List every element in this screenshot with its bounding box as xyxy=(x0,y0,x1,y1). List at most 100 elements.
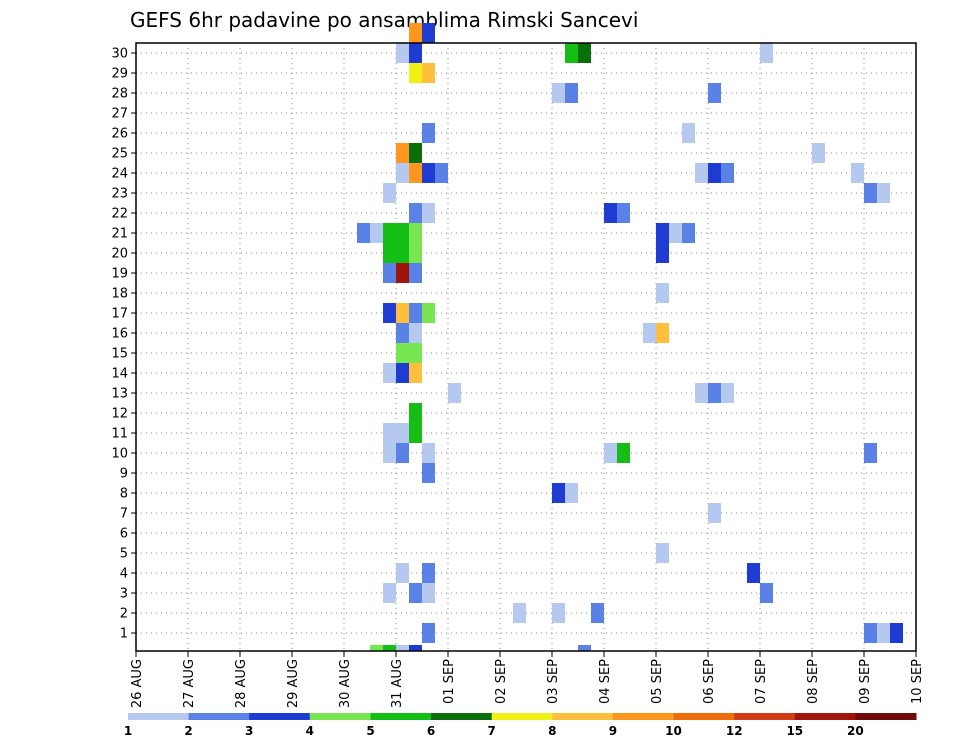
heatmap-cell xyxy=(656,543,669,563)
legend-label: 1 xyxy=(124,724,132,738)
heatmap-cell xyxy=(656,283,669,303)
y-tick-label: 4 xyxy=(120,567,128,582)
heatmap-cell xyxy=(409,583,422,603)
heatmap-cell xyxy=(396,343,409,363)
x-tick-label: 06 SEP xyxy=(702,659,717,704)
heatmap-cell xyxy=(409,63,422,83)
y-tick-label: 18 xyxy=(111,287,128,302)
x-tick-label: 07 SEP xyxy=(754,659,769,704)
x-tick-label: 29 AUG xyxy=(286,659,301,708)
heatmap-cell xyxy=(695,163,708,183)
y-tick-label: 13 xyxy=(111,387,128,402)
heatmap-cell xyxy=(422,583,435,603)
heatmap-cell xyxy=(409,163,422,183)
x-tick-label: 01 SEP xyxy=(442,659,457,704)
heatmap-cell xyxy=(864,183,877,203)
legend-label: 8 xyxy=(548,724,556,738)
legend-label: 2 xyxy=(184,724,192,738)
heatmap-cell xyxy=(422,63,435,83)
legend-swatch xyxy=(734,713,796,720)
heatmap-cell xyxy=(422,463,435,483)
heatmap-cell xyxy=(851,163,864,183)
x-tick-label: 31 AUG xyxy=(390,659,405,708)
legend-swatch xyxy=(309,713,371,720)
heatmap-cell xyxy=(435,163,448,183)
y-tick-label: 2 xyxy=(120,607,128,622)
y-tick-label: 6 xyxy=(120,527,128,542)
heatmap-cell xyxy=(396,563,409,583)
heatmap-cell xyxy=(552,83,565,103)
heatmap-cell xyxy=(617,443,630,463)
y-tick-label: 3 xyxy=(120,587,128,602)
color-legend: 1 2 3 4 5 6 7 8 9 10 12 15 20 xyxy=(124,713,917,738)
y-tick-label: 26 xyxy=(111,127,128,142)
heatmap-cell xyxy=(383,443,396,463)
heatmap-cell xyxy=(591,603,604,623)
heatmap-cell xyxy=(409,645,422,651)
heatmap-cell xyxy=(656,223,669,243)
heatmap-cell xyxy=(721,383,734,403)
legend-swatch xyxy=(370,713,432,720)
heatmap-cell xyxy=(396,163,409,183)
heatmap-cell xyxy=(396,223,409,243)
heatmap-cell xyxy=(396,243,409,263)
heatmap-cell xyxy=(448,383,461,403)
legend-swatch xyxy=(188,713,250,720)
y-tick-label: 29 xyxy=(111,67,128,82)
y-tick-label: 24 xyxy=(111,167,128,182)
heatmap-cell xyxy=(383,223,396,243)
heatmap-cell xyxy=(383,363,396,383)
y-tick-label: 5 xyxy=(120,547,128,562)
heatmap-cell xyxy=(409,43,422,63)
heatmap-cell xyxy=(695,383,708,403)
y-tick-label: 1 xyxy=(120,627,128,642)
y-tick-label: 20 xyxy=(111,247,128,262)
y-tick-label: 19 xyxy=(111,267,128,282)
legend-label: 7 xyxy=(488,724,496,738)
x-tick-label: 09 SEP xyxy=(858,659,873,704)
heatmap-cells xyxy=(357,23,903,651)
legend-swatch xyxy=(673,713,735,720)
legend-label: 12 xyxy=(726,724,743,738)
heatmap-cell xyxy=(565,43,578,63)
heatmap-cell xyxy=(578,645,591,651)
y-tick-label: 11 xyxy=(111,427,128,442)
heatmap-cell xyxy=(409,23,422,43)
x-tick-label: 10 SEP xyxy=(910,659,925,704)
heatmap-cell xyxy=(409,323,422,343)
heatmap-cell xyxy=(760,583,773,603)
heatmap-cell xyxy=(721,163,734,183)
heatmap-cell xyxy=(370,645,383,651)
heatmap-cell xyxy=(864,443,877,463)
heatmap-cell xyxy=(513,603,526,623)
y-tick-label: 28 xyxy=(111,87,128,102)
y-tick-label: 17 xyxy=(111,307,128,322)
heatmap-cell xyxy=(682,223,695,243)
y-tick-label: 23 xyxy=(111,187,128,202)
heatmap-cell xyxy=(565,83,578,103)
heatmap-cell xyxy=(422,303,435,323)
y-tick-label: 16 xyxy=(111,327,128,342)
heatmap-cell xyxy=(565,483,578,503)
heatmap-cell xyxy=(877,183,890,203)
heatmap-cell xyxy=(396,363,409,383)
heatmap-cell xyxy=(409,403,422,423)
legend-label: 5 xyxy=(366,724,374,738)
heatmap-cell xyxy=(383,583,396,603)
y-tick-label: 22 xyxy=(111,207,128,222)
heatmap-cell xyxy=(383,243,396,263)
heatmap-cell xyxy=(578,43,591,63)
legend-label: 10 xyxy=(665,724,682,738)
heatmap-cell xyxy=(708,163,721,183)
heatmap-cell xyxy=(812,143,825,163)
heatmap-cell xyxy=(409,363,422,383)
y-tick-label: 25 xyxy=(111,147,128,162)
heatmap-cell xyxy=(396,323,409,343)
legend-label: 6 xyxy=(427,724,435,738)
heatmap-cell xyxy=(409,343,422,363)
heatmap-cell xyxy=(890,623,903,643)
y-tick-label: 15 xyxy=(111,347,128,362)
heatmap-cell xyxy=(370,223,383,243)
heatmap-cell xyxy=(383,423,396,443)
heatmap-cell xyxy=(396,645,409,651)
